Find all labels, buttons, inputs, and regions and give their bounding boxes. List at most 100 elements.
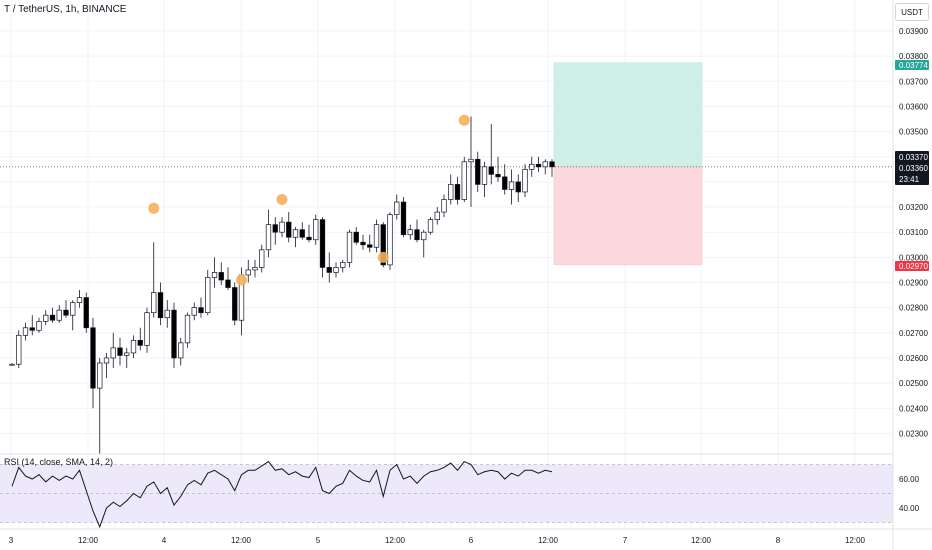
candle-body	[29, 327, 35, 331]
candle	[124, 347, 130, 369]
long-position-zones[interactable]	[0, 62, 893, 266]
candle	[211, 257, 218, 288]
candle-body	[103, 357, 110, 364]
candle-body	[252, 267, 258, 271]
candle-body	[36, 321, 42, 331]
candle-body	[286, 221, 292, 238]
candle	[171, 302, 177, 369]
time-axis[interactable]: 3 12:00 4 12:00 5 12:00 6 12:00 7 12:00 8 12:00	[0, 528, 932, 545]
candle	[502, 164, 508, 195]
candle	[43, 310, 49, 326]
candle-body	[90, 327, 96, 389]
time-tick-label: 7	[623, 536, 628, 545]
candle-body	[198, 307, 204, 314]
candle-body	[542, 161, 548, 168]
pivot-marker	[377, 251, 389, 263]
candle-body	[502, 176, 508, 190]
candle	[400, 196, 407, 238]
candle	[110, 332, 116, 369]
candle	[272, 217, 278, 245]
price-tick-label: 0.02600	[899, 354, 928, 363]
candle-body	[63, 309, 69, 316]
candle-body	[245, 269, 251, 276]
candle	[103, 352, 110, 379]
price-tick-label: 0.03800	[899, 52, 928, 61]
candle	[218, 262, 224, 286]
candle	[164, 300, 170, 328]
candle-body	[232, 287, 238, 321]
candle-body	[205, 277, 211, 314]
candle-body	[434, 211, 440, 220]
candle-body	[441, 199, 447, 213]
target-price-badge: 0.03774	[895, 60, 929, 70]
price-badges: 0.03774 0.02970 0.03370 0.03360 23:41	[895, 60, 929, 271]
candle	[137, 327, 143, 351]
candle-body	[515, 181, 521, 193]
candle-body	[76, 297, 83, 303]
candle	[427, 217, 434, 235]
pivot-marker	[458, 114, 470, 126]
rsi-pane[interactable]	[0, 453, 893, 529]
candle-body	[421, 231, 427, 241]
candle-body	[535, 163, 542, 168]
candle	[522, 164, 528, 197]
candle-body	[292, 229, 299, 238]
price-tick-label: 0.02500	[899, 379, 928, 388]
price-axis[interactable]: 0.039000.038000.037000.036000.035000.034…	[892, 0, 928, 550]
candle-body	[259, 249, 265, 268]
candle	[178, 337, 184, 366]
candle	[225, 267, 231, 291]
candle-body	[191, 307, 197, 316]
candle-body	[43, 314, 49, 322]
candle-body	[427, 219, 434, 233]
candle-body	[319, 219, 326, 268]
price-tick-label: 0.02700	[899, 329, 928, 338]
candle	[475, 151, 481, 192]
candle	[542, 159, 548, 175]
time-tick-label: 12:00	[691, 536, 712, 545]
candle	[360, 234, 366, 250]
candle-body	[346, 231, 353, 263]
candle	[340, 259, 346, 273]
candle-body	[468, 158, 474, 163]
candle	[515, 174, 521, 203]
candle	[191, 302, 197, 321]
stop-price-badge-text: 0.02970	[899, 262, 928, 271]
candle-body	[9, 363, 15, 366]
candle	[529, 156, 535, 177]
price-tick-label: 0.02300	[899, 429, 928, 438]
candle-body	[16, 334, 22, 365]
price-tick-label: 0.02800	[899, 304, 928, 313]
candle-body	[299, 229, 305, 238]
stop-price-badge: 0.02970	[895, 261, 929, 271]
time-tick-label: 5	[316, 536, 321, 545]
candle	[353, 227, 359, 245]
candle-body	[454, 184, 461, 200]
rsi-line	[11, 460, 553, 529]
candle-body	[97, 362, 103, 389]
price-tick-label: 0.02900	[899, 279, 928, 288]
candle	[198, 297, 204, 318]
candle	[29, 315, 35, 336]
candle	[252, 259, 258, 278]
candle	[306, 224, 312, 243]
candle	[326, 252, 332, 283]
stop-loss-zone	[553, 166, 703, 266]
candle-body	[22, 327, 29, 336]
time-tick-label: 12:00	[538, 536, 559, 545]
price-tick-label: 0.03700	[899, 77, 928, 86]
rsi-indicator-label[interactable]: RSI (14, close, SMA, 14, 2)	[4, 457, 114, 467]
candle	[286, 212, 292, 243]
target-price-badge-text: 0.03774	[899, 61, 928, 70]
pivot-markers	[148, 114, 470, 286]
candle	[49, 307, 56, 323]
current-price-badge-bg	[895, 151, 929, 185]
currency-button[interactable]: USDT	[895, 3, 929, 21]
candle	[83, 292, 89, 333]
candle	[22, 322, 29, 341]
time-tick-label: 4	[162, 536, 167, 545]
candle-body	[394, 201, 400, 215]
candle	[333, 262, 339, 278]
candlestick-series	[9, 116, 555, 454]
